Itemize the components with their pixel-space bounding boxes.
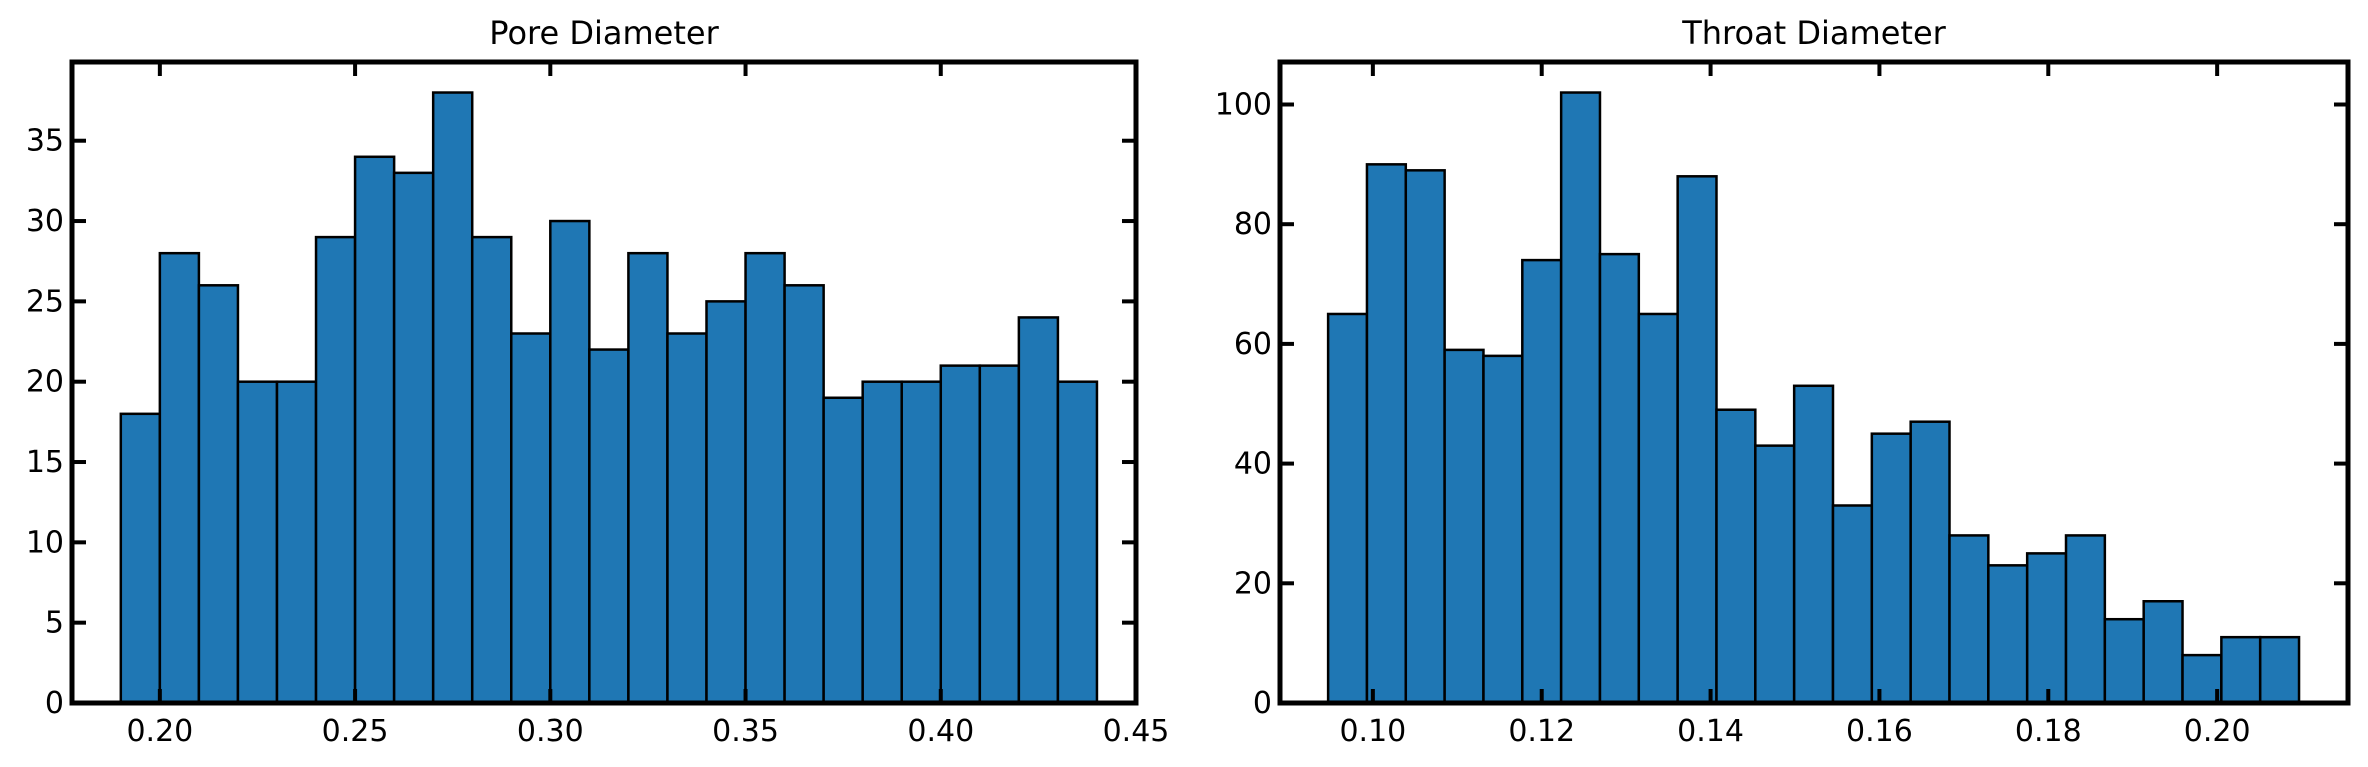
histogram-bar	[1948, 534, 1990, 705]
histogram-bar	[939, 364, 982, 705]
histogram-bar	[1676, 175, 1718, 705]
y-tick-label: 60	[1234, 327, 1272, 362]
histogram-bar	[1754, 444, 1796, 705]
x-tick-label: 0.10	[1339, 714, 1406, 749]
histogram-bar	[1637, 312, 1679, 705]
histogram-bar	[1056, 380, 1099, 705]
histogram-bar	[431, 91, 474, 705]
histogram-bar	[822, 396, 864, 705]
histogram-bar	[314, 235, 357, 705]
histogram-bar	[2258, 635, 2301, 705]
histogram-bar	[1404, 169, 1446, 705]
histogram-bar	[510, 332, 552, 705]
histogram-bar	[2103, 617, 2145, 705]
histogram-bar	[1831, 504, 1874, 705]
histogram-bar	[627, 251, 669, 705]
histogram-bar	[978, 364, 1021, 705]
y-tick-label: 35	[26, 124, 64, 159]
x-tick-label: 0.25	[322, 714, 389, 749]
plot-frame	[1277, 59, 2351, 706]
histogram-bar	[1792, 384, 1835, 705]
histogram-bar	[2220, 635, 2262, 705]
histogram-bar	[861, 380, 903, 705]
x-tick-label: 0.40	[907, 714, 974, 749]
histogram-bar	[1598, 252, 1641, 705]
plot-frame	[69, 59, 1139, 706]
chart-title: Pore Diameter	[489, 14, 719, 52]
histogram-bar	[158, 251, 201, 705]
histogram-bar	[236, 380, 279, 705]
histogram-bar	[392, 171, 435, 705]
histogram-bar	[197, 284, 240, 705]
y-tick-label: 25	[26, 284, 64, 319]
chart-throat-diameter: Throat Diameter 0.10 0.12 0.14 0.16 0.18 0.20…	[1215, 14, 2351, 749]
histogram-bar	[1365, 163, 1408, 705]
histogram-bar	[783, 284, 825, 705]
histogram-bar	[275, 380, 318, 705]
y-tick-label: 0	[1253, 686, 1272, 721]
x-tick-label: 0.16	[1846, 714, 1913, 749]
chart-pore-diameter: Pore Diameter 0.20 0.25 0.30 0.35 0.40 0.45 0 5…	[26, 14, 1170, 749]
x-tick-label: 0.45	[1103, 714, 1170, 749]
histogram-bar	[744, 251, 786, 705]
histogram-bar	[2025, 552, 2068, 705]
bars	[119, 91, 1099, 705]
y-tick-label: 20	[26, 365, 64, 400]
y-tick-label: 100	[1215, 87, 1272, 122]
histogram-bar	[900, 380, 943, 705]
y-tick-label: 10	[26, 525, 64, 560]
histogram-bar	[588, 348, 630, 705]
histogram-bar	[1443, 348, 1485, 705]
chart-title: Throat Diameter	[1681, 14, 1946, 52]
y-tick-label: 40	[1234, 447, 1272, 482]
y-tick-label: 80	[1234, 207, 1272, 242]
x-tick-label: 0.12	[1508, 714, 1575, 749]
histogram-bar	[666, 332, 708, 705]
histogram-bar	[119, 412, 162, 705]
histogram-bar	[470, 235, 513, 705]
y-tick-label: 30	[26, 204, 64, 239]
y-tick-label: 5	[45, 606, 64, 641]
x-tick-label: 0.20	[126, 714, 193, 749]
y-tick-label: 15	[26, 445, 64, 480]
x-tick-label: 0.18	[2015, 714, 2082, 749]
x-tick-label: 0.30	[517, 714, 584, 749]
x-tick-label: 0.14	[1677, 714, 1744, 749]
x-tick-label: 0.35	[712, 714, 779, 749]
histogram-bar	[1482, 354, 1524, 705]
histogram-bar	[1715, 408, 1757, 705]
histogram-bar	[1987, 564, 2029, 705]
bars	[1326, 91, 2301, 705]
histogram-bar	[1559, 91, 1602, 705]
ticks: 0.20 0.25 0.30 0.35 0.40 0.45 0 5 10 15 20 25 30 35	[26, 62, 1170, 749]
y-tick-label: 0	[45, 686, 64, 721]
histogram-bar	[353, 155, 396, 705]
histogram-bar	[2064, 534, 2107, 705]
histogram-bar	[1870, 432, 1912, 705]
histogram-bar	[1326, 312, 1369, 705]
histogram-bar	[1909, 420, 1951, 705]
histogram-bar	[1521, 258, 1563, 705]
ticks: 0.10 0.12 0.14 0.16 0.18 0.20 0 20 40 60 80 100	[1215, 62, 2348, 749]
y-tick-label: 20	[1234, 566, 1272, 601]
histogram-bar	[1017, 316, 1060, 705]
histogram-bar	[705, 300, 747, 705]
histogram-bar	[2142, 600, 2184, 705]
x-tick-label: 0.20	[2184, 714, 2251, 749]
histogram-bar	[549, 219, 591, 705]
